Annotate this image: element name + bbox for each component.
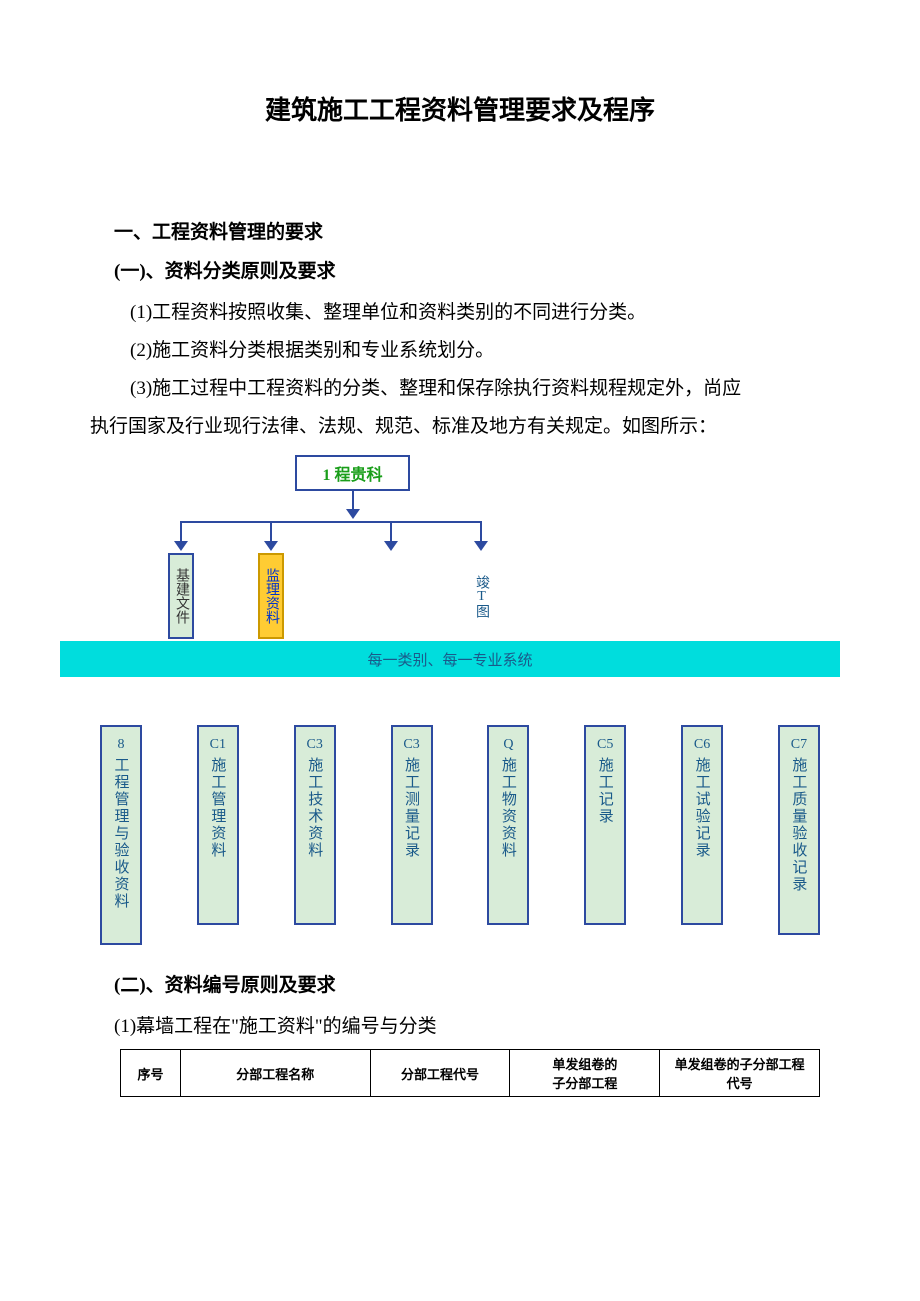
category-boxes-row: 8工程管理与验收资料 C1施工管理资料 C3施工技术资料 C3施工测量记录 Q施… (90, 725, 830, 945)
category-code: C1 (210, 737, 226, 753)
child-node: 监理资料 (258, 553, 284, 639)
paragraph: (1)工程资料按照收集、整理单位和资料类别的不同进行分类。 (90, 295, 830, 331)
connector-line (270, 521, 272, 543)
classification-table: 序号 分部工程名称 分部工程代号 单发组卷的子分部工程 单发组卷的子分部工程代号 (120, 1049, 820, 1097)
category-code: C3 (307, 737, 323, 753)
table-header-row: 序号 分部工程名称 分部工程代号 单发组卷的子分部工程 单发组卷的子分部工程代号 (121, 1050, 820, 1097)
category-box: C1 施工管理资料 (197, 725, 239, 925)
paragraph: (3)施工过程中工程资料的分类、整理和保存除执行资料规程规定外，尚应 (90, 371, 830, 407)
hierarchy-diagram: 1 程贵科 基建文件 监理资料 竣T图 每一类别、每一专业系统 (90, 455, 830, 675)
connector-line (180, 521, 182, 543)
category-code: C3 (403, 737, 419, 753)
category-code: Q (503, 737, 513, 753)
arrow-down-icon (384, 541, 398, 551)
connector-line (390, 521, 392, 543)
sub-heading-1-2: (二)、资料编号原则及要求 (90, 970, 830, 997)
paragraph: (1)幕墙工程在"施工资料"的编号与分类 (90, 1009, 830, 1045)
paragraph: 执行国家及行业现行法律、法规、规范、标准及地方有关规定。如图所示： (90, 409, 830, 445)
category-label: 施工试验记录 (692, 757, 713, 859)
root-node: 1 程贵科 (295, 455, 410, 491)
category-box: Q 施工物资资料 (487, 725, 529, 925)
category-label: 施工管理资料 (207, 757, 228, 859)
page-title: 建筑施工工程资料管理要求及程序 (90, 90, 830, 127)
category-code: C7 (791, 737, 807, 753)
category-box: C7 施工质量验收记录 (778, 725, 820, 935)
arrow-down-icon (346, 509, 360, 519)
sub-heading-1-1: (一)、资料分类原则及要求 (90, 256, 830, 283)
category-bar: 每一类别、每一专业系统 (60, 641, 840, 677)
category-box: C6 施工试验记录 (681, 725, 723, 925)
arrow-down-icon (264, 541, 278, 551)
category-label: 施工质量验收记录 (788, 757, 809, 893)
arrow-down-icon (174, 541, 188, 551)
arrow-down-icon (474, 541, 488, 551)
table-header: 分部工程代号 (370, 1050, 510, 1097)
section-heading-1: 一、工程资料管理的要求 (90, 217, 830, 244)
category-label: 施工技术资料 (304, 757, 325, 859)
category-code: C5 (597, 737, 613, 753)
category-label: 施工测量记录 (401, 757, 422, 859)
connector-line (180, 521, 482, 523)
category-box: C3 施工测量记录 (391, 725, 433, 925)
category-code: 8 (118, 737, 125, 753)
category-label: 施工记录 (595, 757, 616, 825)
child-node: 竣T图 (468, 553, 494, 639)
child-node: 基建文件 (168, 553, 194, 639)
category-code: C6 (694, 737, 710, 753)
category-box: C5 施工记录 (584, 725, 626, 925)
connector-line (480, 521, 482, 543)
paragraph: (2)施工资料分类根据类别和专业系统划分。 (90, 333, 830, 369)
category-label: 施工物资资料 (498, 757, 519, 859)
connector-line (352, 491, 354, 511)
table-header: 分部工程名称 (180, 1050, 370, 1097)
table-header: 单发组卷的子分部工程 (510, 1050, 660, 1097)
category-label: 工程管理与验收资料 (111, 757, 132, 910)
child-node (378, 553, 404, 639)
category-box: 8 工程管理与验收资料 (100, 725, 142, 945)
table-header: 单发组卷的子分部工程代号 (660, 1050, 820, 1097)
table-header: 序号 (121, 1050, 181, 1097)
category-box: C3 施工技术资料 (294, 725, 336, 925)
